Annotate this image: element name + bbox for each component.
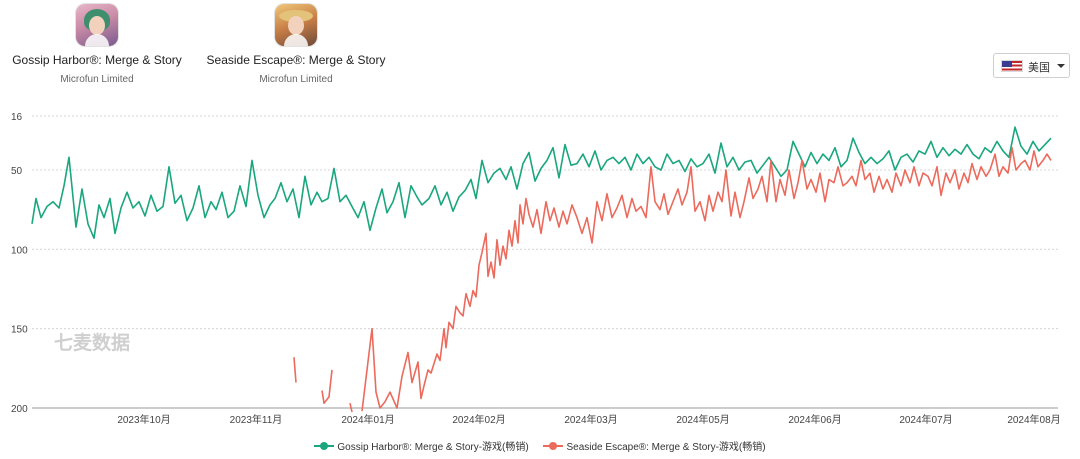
x-tick-label: 2024年01月 — [341, 413, 394, 426]
series-line-0[interactable] — [31, 126, 1052, 239]
y-tick-label: 100 — [11, 245, 28, 256]
legend-label: Gossip Harbor®: Merge & Story-游戏(畅销) — [337, 442, 529, 453]
grid-lines — [32, 115, 1058, 409]
x-tick-label: 2024年07月 — [899, 413, 952, 426]
legend-label: Seaside Escape®: Merge & Story-游戏(畅销) — [566, 442, 766, 453]
series-line-1[interactable] — [293, 357, 297, 383]
x-tick-label: 2024年08月 — [1007, 413, 1060, 426]
app-card-gossip-harbor[interactable]: Gossip Harbor®: Merge & Story Microfun L… — [4, 4, 190, 85]
app-name[interactable]: Seaside Escape®: Merge & Story — [206, 53, 386, 67]
app-name[interactable]: Gossip Harbor®: Merge & Story — [12, 53, 182, 67]
series-line-1[interactable] — [321, 369, 333, 404]
y-tick-label: 200 — [11, 404, 28, 415]
x-tick-label: 2024年03月 — [564, 413, 617, 426]
developer-name: Microfun Limited — [60, 74, 134, 85]
y-tick-label: 50 — [11, 166, 23, 177]
x-tick-label: 2023年11月 — [230, 413, 283, 426]
developer-name: Microfun Limited — [259, 74, 333, 85]
series-lines — [31, 126, 1052, 413]
axis-labels: 16 50 100 150 200 2023年10月 2023年11月 2024年01月 202… — [11, 112, 1061, 426]
x-tick-label: 2024年05月 — [676, 413, 729, 426]
x-tick-label: 2023年10月 — [117, 413, 170, 426]
series-line-1[interactable] — [349, 403, 353, 413]
gossip-harbor-app-icon[interactable] — [76, 4, 118, 46]
x-tick-label: 2024年06月 — [788, 413, 841, 426]
country-selector[interactable]: 美国 — [993, 53, 1070, 78]
legend-item-gossip-harbor[interactable]: Gossip Harbor®: Merge & Story-游戏(畅销) — [314, 438, 529, 453]
x-tick-label: 2024年02月 — [452, 413, 505, 426]
legend-marker — [314, 441, 335, 451]
caret-down-icon — [1057, 64, 1065, 68]
seaside-escape-app-icon[interactable] — [275, 4, 317, 46]
us-flag-icon — [1001, 60, 1023, 72]
legend-item-seaside-escape[interactable]: Seaside Escape®: Merge & Story-游戏(畅销) — [543, 438, 766, 453]
legend: Gossip Harbor®: Merge & Story-游戏(畅销) Sea… — [0, 438, 1080, 453]
app-card-seaside-escape[interactable]: Seaside Escape®: Merge & Story Microfun … — [198, 4, 394, 85]
series-line-1[interactable] — [361, 146, 1052, 412]
country-label: 美国 — [1028, 62, 1050, 74]
y-tick-label: 16 — [11, 112, 23, 123]
y-tick-label: 150 — [11, 325, 28, 336]
legend-marker — [543, 441, 564, 451]
watermark: 七麦数据 — [54, 331, 130, 354]
